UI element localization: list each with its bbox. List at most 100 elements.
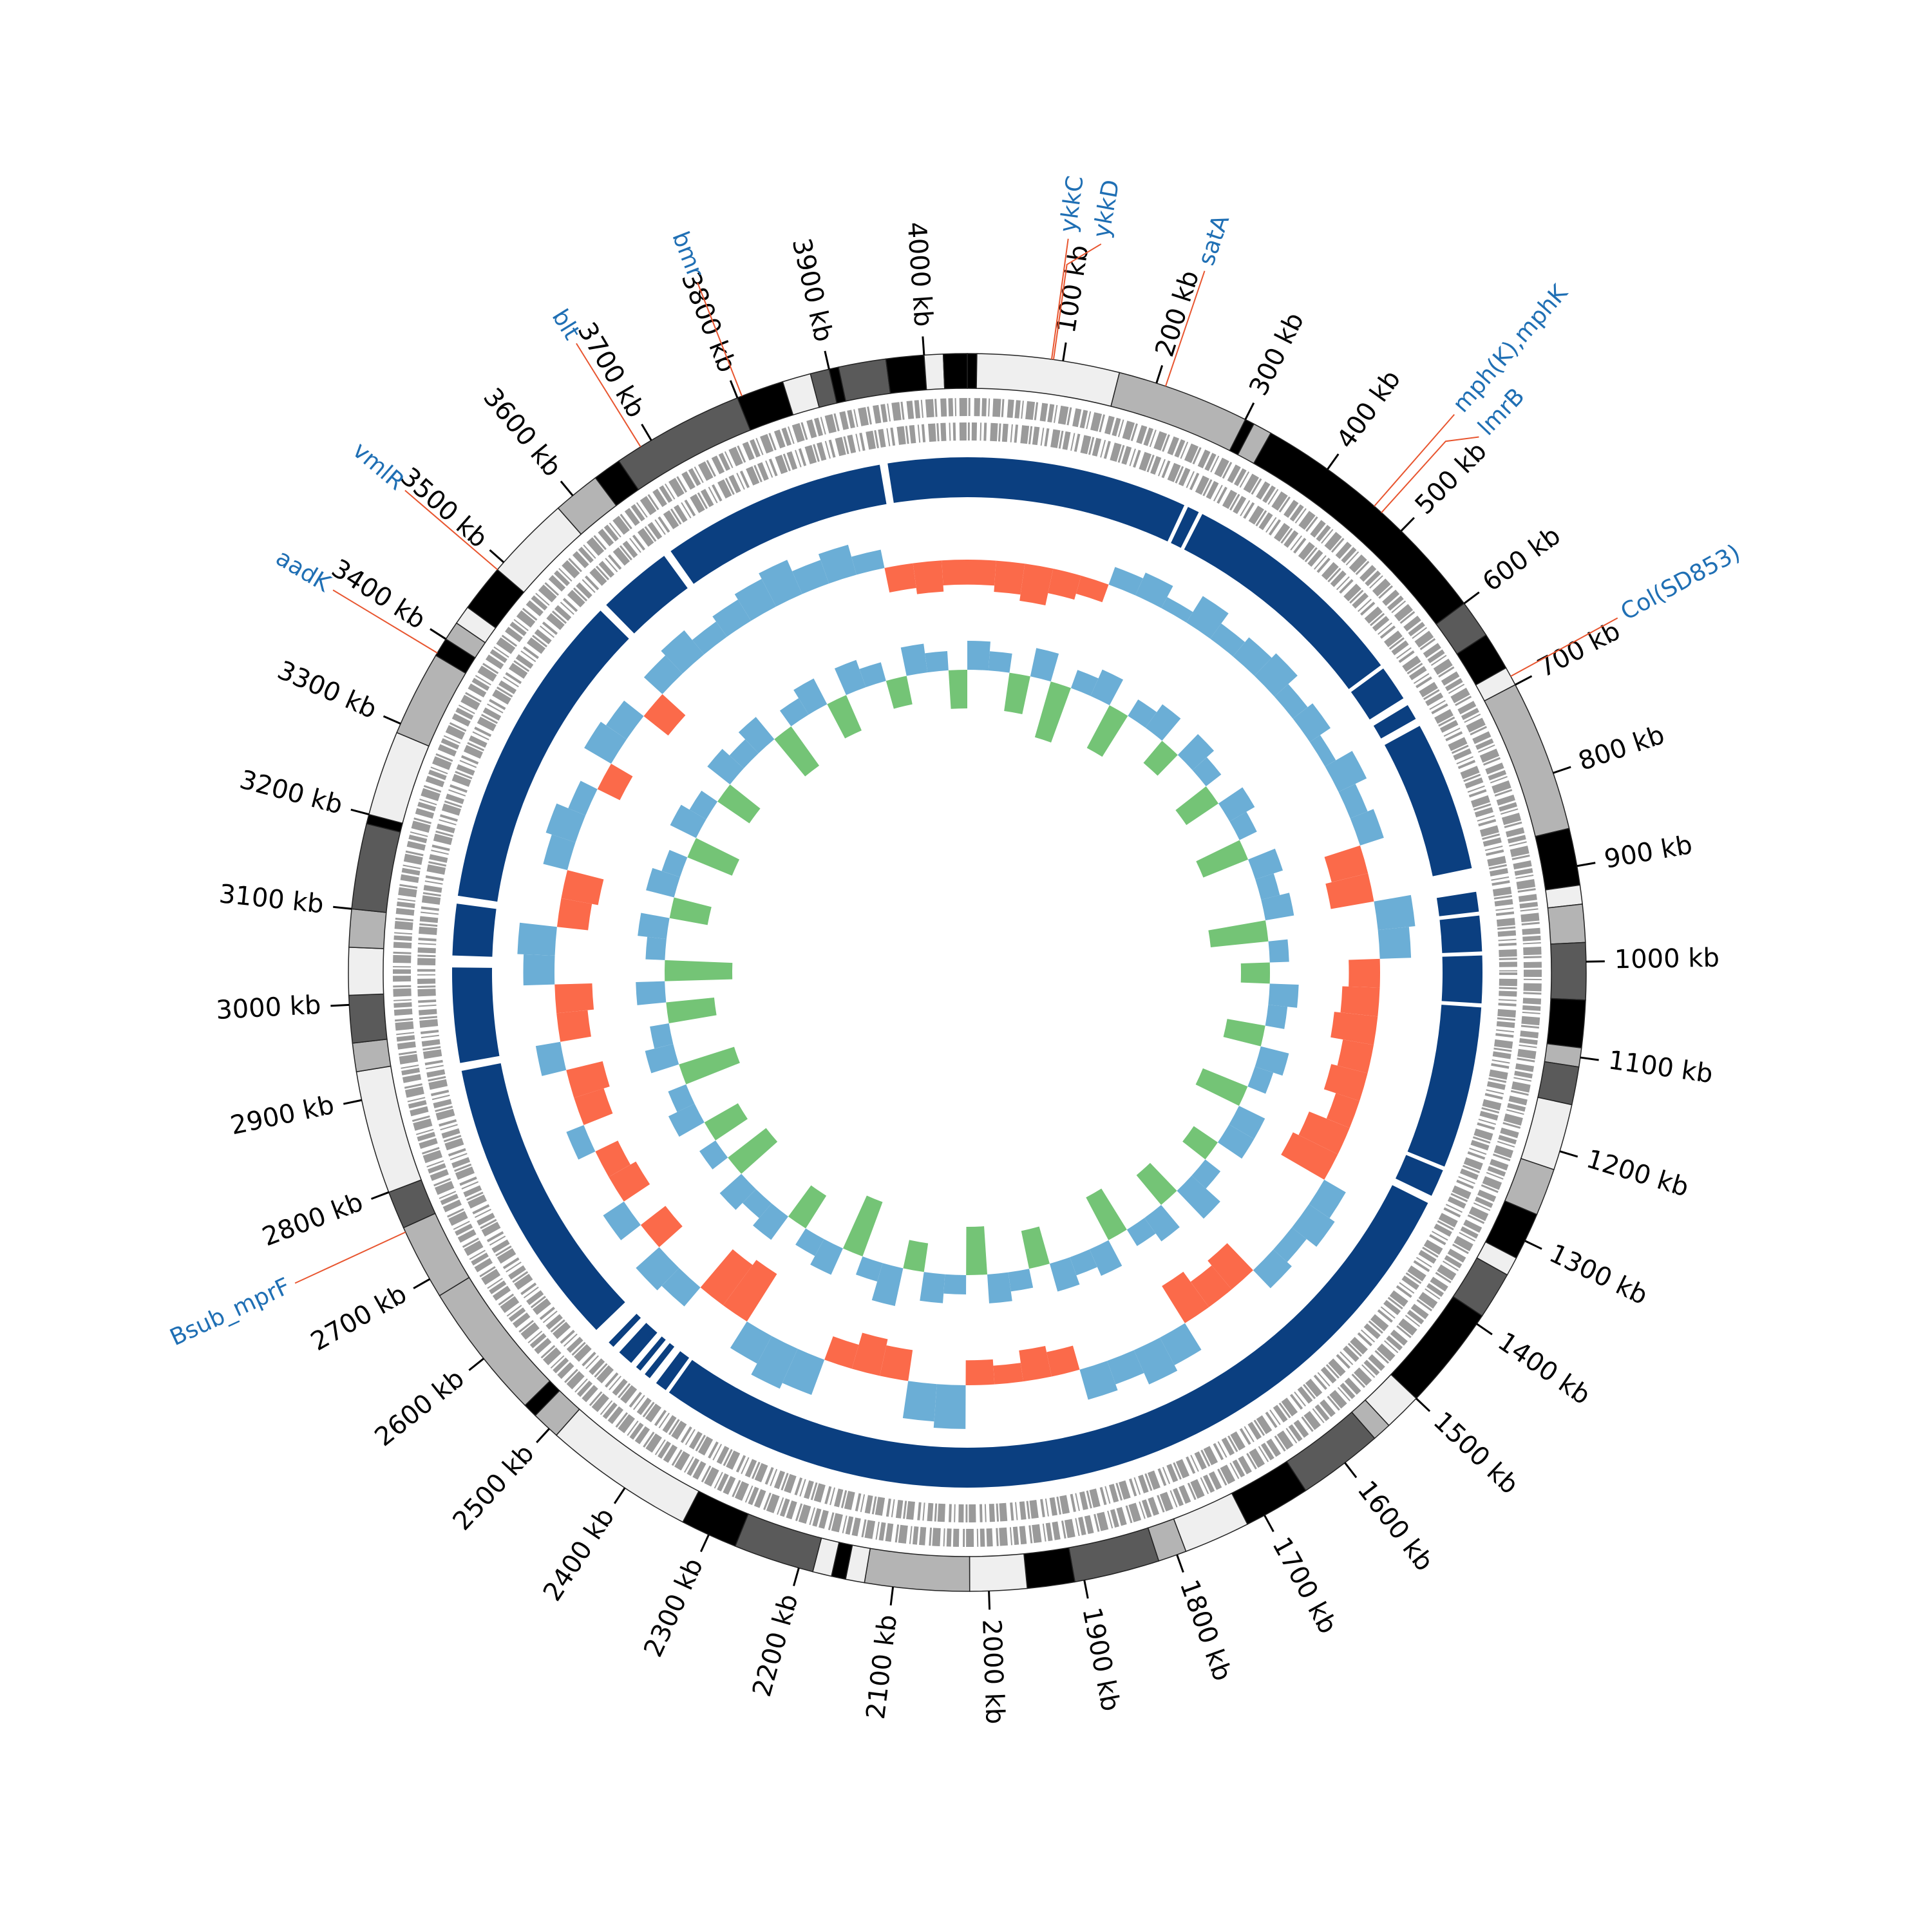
contig (967, 353, 978, 389)
gc-skew-bar (965, 1359, 995, 1385)
tick-label: 2600 kb (370, 1364, 470, 1453)
tick-label: 900 kb (1602, 830, 1694, 875)
gc-content-bar (638, 913, 670, 940)
gc-content-bar (1086, 705, 1128, 757)
tick-label: 300 kb (1244, 308, 1310, 401)
gc-content-bar (1192, 757, 1222, 787)
gc-content-bar (967, 641, 990, 671)
gc-content-bar (855, 1256, 883, 1282)
feature (1385, 726, 1472, 876)
feature (1439, 915, 1482, 953)
gc-skew-bar (1325, 873, 1374, 909)
gc-skew-bar (1233, 637, 1272, 676)
gc-skew-bar (1309, 1179, 1346, 1218)
tick-label: 4000 kb (901, 221, 938, 328)
feature (461, 1063, 625, 1331)
gc-skew-bar (640, 1206, 683, 1247)
gc-skew-bar (942, 560, 967, 585)
tick-mark (1062, 342, 1067, 361)
gc-skew-bar (1019, 564, 1054, 605)
cds-rings (393, 398, 1542, 1547)
tick-mark (1244, 402, 1255, 421)
tick-label: 2100 kb (861, 1613, 903, 1721)
gc-skew-bar (597, 763, 633, 800)
gc-content-bar (646, 867, 680, 898)
tick-label: 2200 kb (747, 1591, 804, 1700)
contig (1390, 1296, 1483, 1399)
gc-skew-bar (1374, 895, 1416, 931)
gc-skew-bar (994, 560, 1025, 595)
tick-mark (560, 480, 574, 497)
gc-content-bar (810, 1238, 843, 1275)
tick-label: 1100 kb (1607, 1045, 1715, 1089)
gc-content-bar (903, 1240, 929, 1273)
gc-content-bar (1004, 672, 1030, 714)
gc-skew-bar (1340, 986, 1380, 1017)
contig (348, 947, 384, 996)
gc-content-bar (1177, 734, 1215, 770)
gc-content-bar (1034, 681, 1071, 743)
gc-content-bar (925, 650, 949, 673)
gc-skew-bar (1208, 1243, 1253, 1290)
gc-content-bar (834, 659, 866, 696)
contig (352, 1038, 392, 1073)
gc-content-bar (1196, 840, 1249, 878)
gc-skew-bar (818, 544, 857, 584)
gc-content-bar (788, 1185, 827, 1229)
gc-skew-bar (1298, 1111, 1350, 1155)
tick-label: 1900 kb (1076, 1605, 1125, 1714)
tick-label: 2700 kb (306, 1279, 412, 1357)
gc-skew-bar (1075, 575, 1109, 603)
annotation-label: ykkD (1088, 178, 1125, 240)
gc-content-bar (645, 1044, 679, 1074)
tick-label: 3300 kb (273, 656, 381, 725)
annotation-label: Bsub_mprF (166, 1273, 294, 1351)
gc-skew-bar (1135, 573, 1173, 609)
gc-content-bar (1229, 1106, 1265, 1139)
tick-mark (1327, 453, 1340, 470)
tick-mark (489, 549, 505, 564)
tick-mark (1586, 960, 1605, 963)
gc-skew-bar (1108, 567, 1143, 596)
tick-mark (889, 1586, 895, 1606)
gc-skew-bar (535, 1041, 567, 1076)
tick-mark (350, 808, 370, 816)
feature (1350, 668, 1404, 720)
tick-label: 1200 kb (1583, 1144, 1692, 1203)
annotation-line (576, 343, 641, 448)
tick-label: 1000 kb (1614, 943, 1719, 975)
gc-content-bar (1030, 648, 1059, 682)
tick-label: 2300 kb (638, 1554, 709, 1662)
gc-content-bar (1229, 811, 1257, 840)
annotation-label: aadK (271, 545, 336, 598)
tick-label: 700 kb (1533, 616, 1625, 684)
gc-content-bar (886, 676, 913, 709)
gc-content-bar (1089, 1240, 1122, 1276)
gc-content-bar (774, 726, 820, 777)
contig (1546, 998, 1586, 1049)
tick-label: 2500 kb (447, 1439, 540, 1536)
annotation-label: bmr (667, 228, 708, 281)
feature (1407, 1005, 1482, 1167)
tick-label: 2900 kb (228, 1090, 337, 1141)
gc-content-bar (679, 1046, 740, 1084)
contig (1484, 684, 1570, 837)
annotation-line (1050, 238, 1069, 360)
tick-label: 3800 kb (676, 268, 742, 376)
gc-content-bar (871, 1263, 904, 1306)
tick-label: 400 kb (1331, 365, 1407, 454)
gc-skew-bar (730, 1321, 772, 1364)
tick-mark (1083, 1580, 1089, 1599)
gc-skew-bar (851, 549, 885, 575)
tick-mark (641, 424, 652, 441)
annotation-line (1164, 270, 1206, 386)
gc-content-bar (1126, 1218, 1156, 1246)
gc-content-bar (948, 670, 967, 709)
gc-content-bar (1268, 983, 1299, 1008)
gc-skew-bar (1273, 1227, 1307, 1262)
tick-label: 3200 kb (236, 765, 345, 820)
gc-skew-bar (661, 630, 705, 674)
gc-skew-bar (556, 898, 592, 931)
gc-skew-bar (851, 1332, 888, 1376)
